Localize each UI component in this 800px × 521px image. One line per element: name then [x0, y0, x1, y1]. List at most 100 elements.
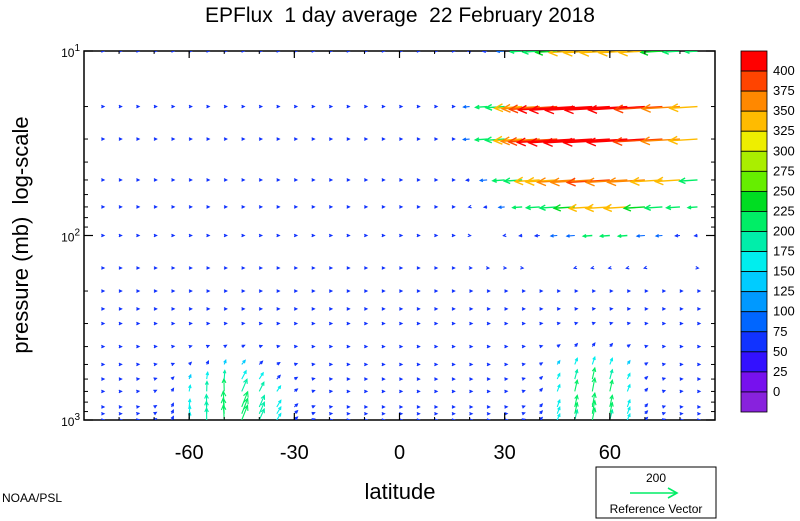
vector-arrow — [101, 362, 106, 367]
vector-arrow — [364, 266, 369, 270]
vector-arrow — [661, 289, 667, 293]
vector-arrow — [276, 374, 281, 380]
vector-arrow — [276, 178, 281, 182]
vector-arrow — [241, 321, 246, 326]
vector-arrow — [538, 204, 558, 211]
vector-arrow — [223, 266, 228, 270]
vector-arrow — [258, 394, 266, 408]
vector-arrow — [241, 233, 246, 238]
vector-arrow — [469, 289, 474, 293]
x-tick-label: 30 — [494, 442, 516, 464]
vector-arrow — [188, 307, 193, 311]
vector-arrow — [574, 368, 579, 380]
vector-arrow — [258, 407, 265, 420]
vector-arrow — [258, 371, 264, 380]
colorbar-label: 325 — [773, 123, 795, 138]
vector-arrow — [661, 51, 680, 55]
vector-arrow — [153, 104, 158, 109]
colorbar-swatch — [740, 271, 768, 293]
vector-arrow — [556, 372, 561, 380]
vector-arrow — [381, 178, 386, 182]
vector-arrow — [486, 418, 491, 420]
vector-arrow — [118, 205, 123, 209]
vector-arrow — [346, 418, 351, 420]
colorbar-label: 75 — [773, 324, 787, 339]
vector-arrow — [528, 105, 593, 115]
vector-arrow — [241, 205, 246, 209]
vector-arrow — [451, 321, 456, 326]
vector-arrow — [500, 103, 540, 113]
vector-arrow — [381, 362, 386, 367]
vector-arrow — [482, 205, 488, 209]
vector-arrow — [399, 289, 404, 293]
vector-arrow — [101, 51, 106, 53]
vector-arrow — [171, 178, 176, 182]
vector-arrow — [434, 321, 439, 326]
vector-arrow — [170, 408, 174, 414]
vector-arrow — [223, 344, 228, 349]
reference-vector-magnitude: 200 — [646, 471, 666, 485]
vector-arrow — [293, 362, 299, 367]
vector-arrow — [416, 178, 421, 182]
vector-arrow — [451, 289, 456, 293]
vector-arrow — [136, 321, 141, 326]
colorbar-label: 225 — [773, 203, 795, 218]
vector-arrow — [293, 321, 299, 326]
vector-arrow — [521, 289, 526, 293]
vector-arrow — [591, 289, 597, 293]
vector-arrow — [328, 104, 334, 109]
vector-arrow — [311, 178, 316, 182]
vector-arrow — [521, 362, 526, 367]
vector-arrow — [591, 321, 597, 326]
vector-arrow — [258, 51, 264, 53]
vector-arrow — [584, 177, 628, 187]
vector-arrow — [241, 369, 247, 380]
vector-arrow — [492, 135, 523, 145]
vector-arrow — [135, 405, 141, 409]
colorbar-swatch — [740, 251, 768, 273]
vector-arrow — [294, 376, 299, 381]
vector-arrow — [223, 359, 227, 365]
vector-arrow — [612, 136, 663, 147]
vector-arrow — [170, 387, 175, 392]
vector-arrow — [136, 289, 141, 293]
vector-arrow — [381, 289, 386, 293]
vector-arrow — [399, 377, 404, 381]
vector-arrow — [451, 104, 456, 109]
vector-arrow — [118, 405, 123, 409]
vector-arrow — [258, 178, 264, 182]
vector-arrow — [451, 411, 456, 416]
vector-arrow — [364, 289, 369, 293]
vector-arrow — [241, 289, 246, 293]
colorbar: 4003753503253002752502252001751501251007… — [740, 50, 795, 413]
vector-arrow — [609, 357, 614, 365]
vector-arrow — [602, 203, 628, 213]
vector-arrow — [544, 105, 610, 115]
vector-arrow — [679, 344, 684, 349]
vector-arrow — [153, 233, 158, 238]
vector-arrow — [311, 321, 316, 326]
vector-arrow — [153, 377, 158, 381]
vector-arrow — [697, 377, 702, 381]
vector-arrow — [416, 307, 421, 311]
vector-arrow — [399, 104, 404, 109]
vector-arrow — [536, 177, 575, 187]
vector-arrow — [293, 266, 299, 270]
vector-arrow — [311, 405, 316, 409]
vector-arrow — [503, 266, 508, 270]
vector-arrow — [171, 266, 176, 270]
vector-arrow — [136, 307, 141, 311]
vector-arrow — [171, 205, 176, 209]
vector-arrow — [416, 233, 421, 238]
vector-arrow — [171, 137, 176, 141]
y-tick-label: 103 — [61, 412, 80, 429]
vector-arrow — [451, 389, 456, 394]
vector-arrow — [451, 405, 456, 409]
vector-arrow — [451, 362, 456, 367]
vector-arrow — [153, 389, 158, 394]
x-tick-label: -30 — [280, 442, 309, 464]
vector-arrow — [258, 104, 264, 109]
vector-arrow — [188, 321, 193, 326]
vector-arrow — [434, 344, 439, 349]
